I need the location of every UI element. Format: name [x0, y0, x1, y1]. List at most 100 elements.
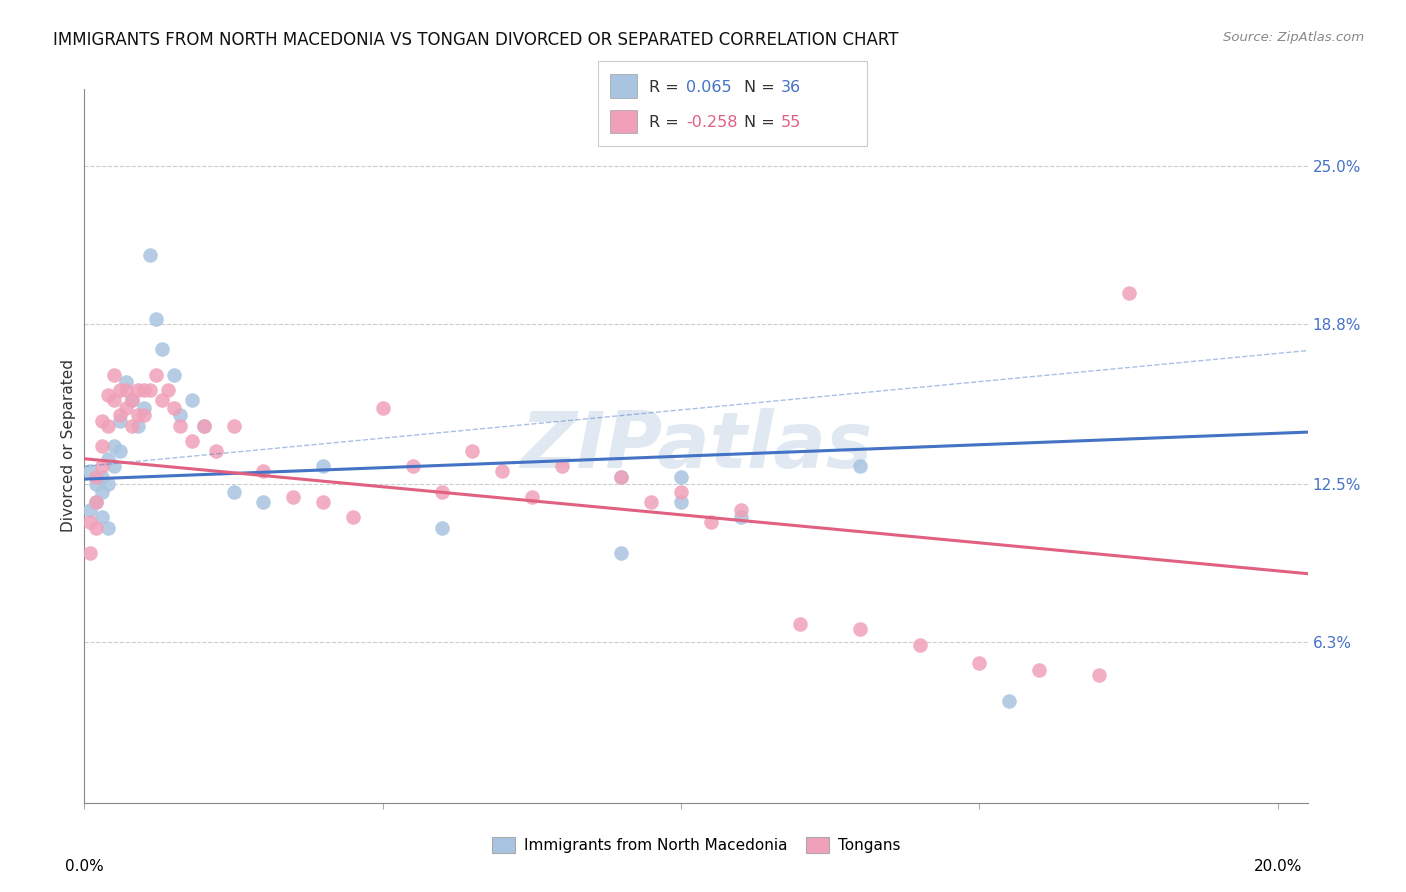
Point: [730, 502, 752, 516]
Text: IMMIGRANTS FROM NORTH MACEDONIA VS TONGAN DIVORCED OR SEPARATED CORRELATION CHAR: IMMIGRANTS FROM NORTH MACEDONIA VS TONGA…: [53, 31, 898, 49]
Point: [84, 477, 107, 491]
Point: [132, 383, 155, 397]
Point: [115, 383, 138, 397]
Point: [108, 409, 131, 423]
Point: [150, 393, 173, 408]
Point: [91, 459, 114, 474]
Point: [115, 401, 138, 415]
Point: [84, 495, 107, 509]
Text: ZIPatlas: ZIPatlas: [520, 408, 872, 484]
Point: [103, 439, 125, 453]
Point: [115, 376, 138, 390]
Point: [84, 495, 107, 509]
Point: [640, 495, 662, 509]
Point: [121, 418, 143, 433]
Point: [97, 451, 120, 466]
Point: [789, 617, 811, 632]
Text: 36: 36: [780, 79, 800, 95]
Point: [79, 546, 101, 560]
Point: [103, 368, 125, 382]
FancyBboxPatch shape: [610, 74, 637, 98]
Text: R =: R =: [650, 115, 685, 130]
Point: [84, 520, 107, 534]
Point: [669, 484, 692, 499]
Point: [127, 418, 149, 433]
Text: 0.0%: 0.0%: [65, 859, 104, 874]
Point: [127, 383, 149, 397]
Point: [193, 418, 215, 433]
Point: [163, 368, 186, 382]
Point: [145, 311, 167, 326]
Point: [204, 444, 226, 458]
Point: [91, 484, 114, 499]
Point: [312, 459, 335, 474]
Point: [91, 469, 114, 483]
Text: 0.065: 0.065: [686, 79, 731, 95]
Point: [700, 516, 723, 530]
Point: [669, 469, 692, 483]
FancyBboxPatch shape: [598, 61, 868, 146]
Text: -0.258: -0.258: [686, 115, 738, 130]
Point: [669, 495, 692, 509]
Text: N =: N =: [744, 115, 779, 130]
Point: [108, 444, 131, 458]
Point: [132, 401, 155, 415]
Point: [139, 383, 162, 397]
FancyBboxPatch shape: [610, 110, 637, 134]
Point: [461, 444, 484, 458]
Point: [908, 638, 931, 652]
Point: [79, 516, 101, 530]
Point: [432, 484, 454, 499]
Point: [610, 469, 633, 483]
Text: N =: N =: [744, 79, 779, 95]
Text: 55: 55: [780, 115, 800, 130]
Point: [222, 418, 245, 433]
Point: [169, 418, 191, 433]
Point: [97, 388, 120, 402]
Text: Source: ZipAtlas.com: Source: ZipAtlas.com: [1223, 31, 1364, 45]
Point: [79, 465, 101, 479]
Point: [163, 401, 186, 415]
Point: [312, 495, 335, 509]
Point: [283, 490, 305, 504]
Point: [371, 401, 394, 415]
Point: [849, 623, 872, 637]
Point: [342, 510, 364, 524]
Point: [91, 439, 114, 453]
Point: [401, 459, 423, 474]
Point: [132, 409, 155, 423]
Point: [1028, 663, 1050, 677]
Point: [103, 393, 125, 408]
Point: [252, 465, 274, 479]
Point: [551, 459, 574, 474]
Point: [432, 520, 454, 534]
Point: [108, 383, 131, 397]
Point: [998, 694, 1021, 708]
Text: R =: R =: [650, 79, 685, 95]
Point: [610, 546, 633, 560]
Point: [180, 393, 202, 408]
Point: [969, 656, 991, 670]
Text: 20.0%: 20.0%: [1254, 859, 1302, 874]
Point: [91, 510, 114, 524]
Point: [139, 248, 162, 262]
Point: [610, 469, 633, 483]
Point: [150, 342, 173, 356]
Point: [849, 459, 872, 474]
Legend: Immigrants from North Macedonia, Tongans: Immigrants from North Macedonia, Tongans: [485, 831, 907, 859]
Point: [145, 368, 167, 382]
Point: [84, 469, 107, 483]
Point: [127, 409, 149, 423]
Point: [156, 383, 179, 397]
Point: [97, 418, 120, 433]
Point: [121, 393, 143, 408]
Point: [79, 502, 101, 516]
Point: [193, 418, 215, 433]
Y-axis label: Divorced or Separated: Divorced or Separated: [60, 359, 76, 533]
Point: [730, 510, 752, 524]
Point: [108, 413, 131, 427]
Point: [252, 495, 274, 509]
Point: [91, 413, 114, 427]
Point: [103, 459, 125, 474]
Point: [520, 490, 543, 504]
